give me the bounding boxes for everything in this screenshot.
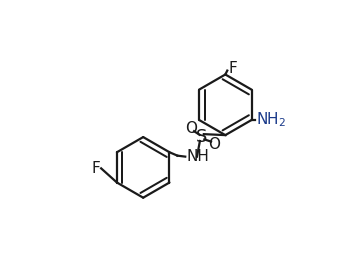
Text: NH$_2$: NH$_2$ <box>256 110 286 129</box>
Text: O: O <box>185 121 197 136</box>
Text: F: F <box>228 61 237 76</box>
Text: S: S <box>196 128 208 146</box>
Text: O: O <box>208 137 220 152</box>
Text: NH: NH <box>186 149 209 164</box>
Text: F: F <box>92 161 101 176</box>
